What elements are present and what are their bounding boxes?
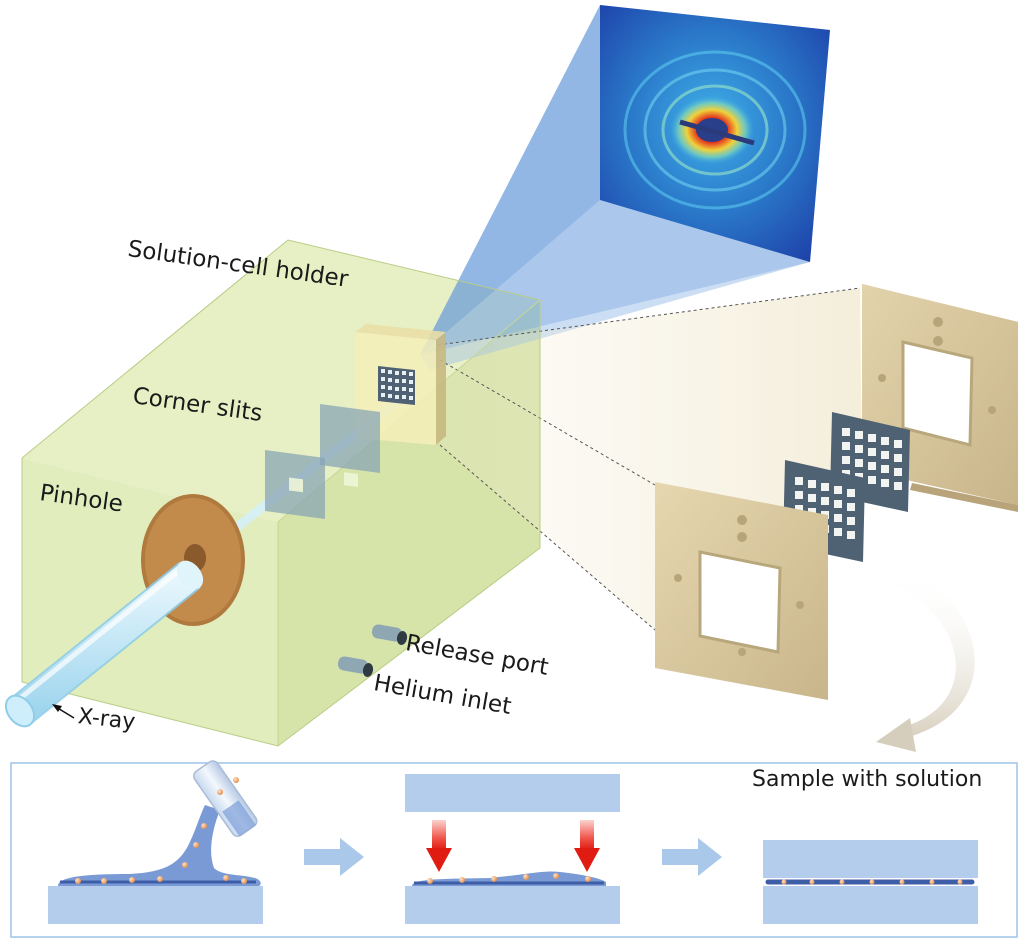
corner-slit-front	[265, 450, 325, 519]
detector-pattern	[600, 5, 830, 262]
cover-plate-2	[405, 774, 620, 812]
pipette	[193, 760, 258, 837]
front-frame	[655, 482, 828, 700]
substrate-3	[763, 886, 978, 924]
chamber-top-face	[22, 240, 540, 522]
sample-with-solution-label: Sample with solution	[752, 767, 983, 792]
step-sealed-cell	[763, 840, 978, 924]
press-arrow-left	[426, 820, 452, 872]
release-port-connector	[371, 624, 408, 645]
step-deposit-solution	[48, 760, 263, 924]
sample-particles-3	[781, 879, 963, 885]
cover-plate-3	[763, 840, 978, 878]
substrate-2	[405, 886, 620, 924]
press-arrow-right	[574, 820, 600, 872]
x-ray-beam-tube	[4, 560, 204, 728]
sample-particles-2	[427, 873, 591, 884]
corner-slit-back	[320, 404, 380, 487]
process-arrow-2	[662, 838, 722, 876]
solution-drop	[58, 805, 261, 886]
substrate-1	[48, 886, 263, 924]
helium-inlet-connector	[337, 656, 374, 677]
holder-membrane-grid	[378, 366, 415, 405]
step-press-cover	[405, 774, 620, 924]
curved-arrow	[876, 568, 975, 752]
sample-particles-1	[75, 777, 247, 884]
process-arrow-1	[304, 838, 364, 876]
x-ray-pointer-arrow	[52, 704, 75, 719]
